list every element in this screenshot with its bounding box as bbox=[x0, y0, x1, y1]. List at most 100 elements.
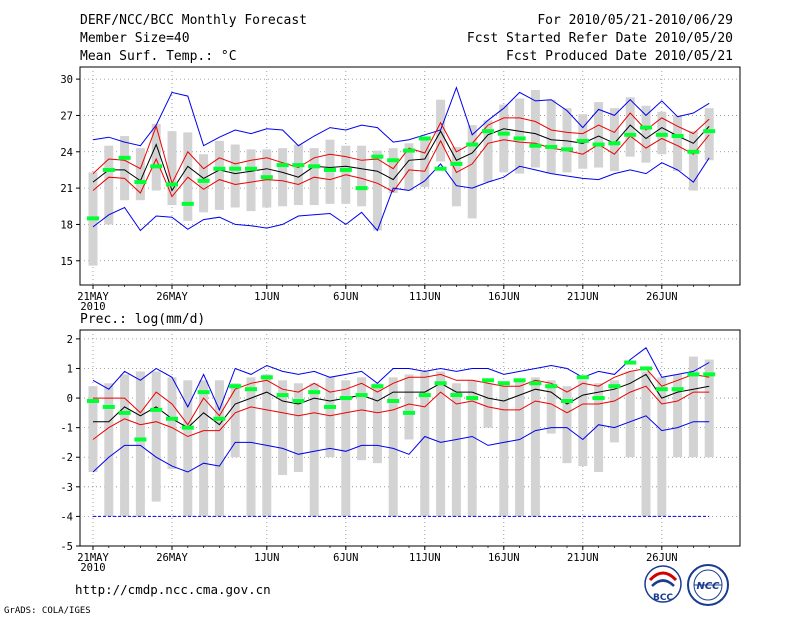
ensemble-range-bar bbox=[325, 377, 335, 458]
ensemble-range-bar bbox=[546, 380, 556, 434]
ensemble-range-bar bbox=[499, 104, 509, 173]
median-marker bbox=[134, 180, 147, 185]
plot-frame bbox=[79, 66, 741, 286]
median-marker bbox=[229, 166, 242, 171]
x-tick-label: 16JUN bbox=[488, 291, 520, 303]
y-tick-label: 1 bbox=[67, 363, 73, 375]
ensemble-range-bar bbox=[230, 144, 240, 208]
series-line-min bbox=[92, 415, 710, 473]
median-marker bbox=[592, 142, 605, 147]
median-marker bbox=[608, 384, 621, 389]
forecast-period-label: For 2010/05/21-2010/06/29 bbox=[537, 13, 733, 28]
x-tick-year-label: 2010 bbox=[80, 301, 105, 313]
median-marker bbox=[545, 144, 558, 149]
median-marker bbox=[529, 381, 542, 386]
median-marker bbox=[245, 166, 257, 171]
ensemble-range-bar bbox=[562, 108, 572, 173]
median-marker bbox=[624, 132, 637, 137]
ncc-logo: NCC bbox=[687, 564, 729, 606]
ensemble-range-bar bbox=[372, 383, 382, 464]
bcc-logo-text: BCC bbox=[653, 593, 673, 603]
median-marker bbox=[308, 164, 321, 169]
x-tick-label: 21MAY bbox=[77, 552, 109, 564]
median-marker bbox=[150, 164, 163, 169]
median-marker bbox=[260, 375, 273, 380]
ensemble-range-bar bbox=[625, 97, 635, 157]
ensemble-range-bar bbox=[467, 380, 477, 517]
median-marker bbox=[387, 158, 400, 163]
ensemble-range-bar bbox=[704, 359, 714, 458]
ensemble-range-bar bbox=[357, 377, 367, 461]
ensemble-range-bar bbox=[578, 380, 588, 467]
ensemble-range-bar bbox=[230, 383, 240, 458]
ensemble-range-bar bbox=[293, 144, 303, 206]
ensemble-range-bar bbox=[436, 371, 446, 517]
median-marker bbox=[308, 390, 321, 395]
median-marker bbox=[450, 161, 463, 166]
median-marker bbox=[292, 163, 305, 168]
median-marker bbox=[687, 372, 700, 377]
ensemble-range-bar bbox=[372, 150, 382, 231]
median-marker bbox=[624, 360, 637, 365]
ensemble-range-bar bbox=[609, 108, 619, 172]
ensemble-range-bar bbox=[609, 380, 619, 443]
median-marker bbox=[434, 381, 447, 386]
chart-title: DERF/NCC/BCC Monthly Forecast bbox=[80, 13, 307, 28]
x-tick-label: 26JUN bbox=[646, 291, 678, 303]
ensemble-range-bar bbox=[483, 383, 493, 428]
series-line-max bbox=[92, 86, 710, 147]
median-marker bbox=[576, 138, 589, 143]
median-marker bbox=[466, 396, 479, 401]
median-marker bbox=[197, 390, 210, 395]
ensemble-range-bar bbox=[278, 148, 288, 207]
median-marker bbox=[403, 148, 415, 153]
ensemble-range-bar bbox=[104, 383, 114, 517]
source-url[interactable]: http://cmdp.ncc.cma.gov.cn bbox=[75, 582, 271, 597]
median-marker bbox=[434, 166, 447, 171]
median-marker bbox=[102, 167, 115, 172]
x-tick-label: 11JUN bbox=[409, 291, 441, 303]
median-marker bbox=[545, 384, 558, 389]
ensemble-range-bar bbox=[594, 383, 604, 473]
median-marker bbox=[245, 387, 257, 392]
median-marker bbox=[513, 136, 526, 141]
median-marker bbox=[355, 393, 368, 398]
median-marker bbox=[561, 147, 573, 152]
y-tick-label: -3 bbox=[60, 482, 73, 494]
x-tick-label: 11JUN bbox=[409, 552, 441, 564]
ensemble-range-bar bbox=[515, 380, 525, 517]
median-marker bbox=[576, 375, 589, 380]
ensemble-range-bar bbox=[657, 377, 667, 517]
median-marker bbox=[213, 166, 226, 171]
median-marker bbox=[466, 142, 479, 147]
y-tick-label: 24 bbox=[60, 147, 73, 159]
median-marker bbox=[687, 149, 700, 154]
plot-frame bbox=[79, 329, 741, 547]
series-line-mean-sd bbox=[92, 385, 710, 440]
median-marker bbox=[118, 155, 131, 160]
ensemble-range-bar bbox=[420, 137, 430, 187]
precip-panel-title: Prec.: log(mm/d) bbox=[80, 312, 205, 327]
ensemble-range-bar bbox=[388, 377, 398, 517]
y-tick-label: 30 bbox=[60, 74, 73, 86]
median-marker bbox=[324, 404, 336, 409]
bcc-logo-wave-icon bbox=[651, 579, 675, 587]
median-marker bbox=[371, 154, 384, 159]
ensemble-range-bar bbox=[451, 383, 461, 517]
ensemble-range-bar bbox=[214, 380, 224, 517]
ensemble-range-bar bbox=[515, 98, 525, 174]
median-marker bbox=[134, 437, 147, 442]
x-tick-label: 21JUN bbox=[567, 552, 599, 564]
x-tick-label: 16JUN bbox=[488, 552, 520, 564]
ensemble-range-bar bbox=[183, 380, 193, 517]
median-marker bbox=[181, 201, 194, 206]
series-line-mean bbox=[92, 124, 710, 192]
ensemble-range-bar bbox=[135, 371, 145, 517]
median-marker bbox=[703, 129, 716, 134]
y-tick-label: 18 bbox=[60, 219, 73, 231]
median-marker bbox=[655, 132, 668, 137]
median-marker bbox=[671, 134, 684, 139]
